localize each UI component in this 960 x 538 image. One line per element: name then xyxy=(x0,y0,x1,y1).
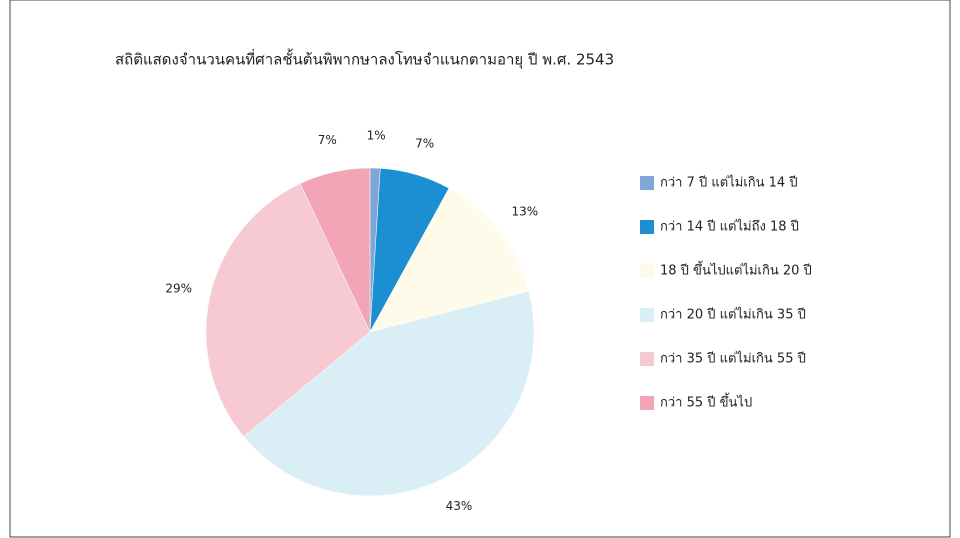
value-label: 13% xyxy=(512,204,539,218)
value-label: 43% xyxy=(446,499,473,513)
legend-label: กว่า 14 ปี แต่ไม่ถึง 18 ปี xyxy=(660,219,799,235)
pie-slice xyxy=(369,187,530,333)
value-label: 1% xyxy=(367,129,386,143)
legend-swatch xyxy=(640,176,654,190)
legend-swatch xyxy=(640,352,654,366)
value-label: 7% xyxy=(318,133,337,147)
legend-label: กว่า 7 ปี แต่ไม่เกิน 14 ปี xyxy=(660,175,798,191)
legend-label: กว่า 55 ปี ขึ้นไป xyxy=(660,393,752,411)
legend-swatch xyxy=(640,264,654,278)
legend-swatch xyxy=(640,220,654,234)
chart-title: สถิติแสดงจำนวนคนที่ศาลชั้นต้นพิพากษาลงโท… xyxy=(115,49,614,70)
value-label: 29% xyxy=(165,282,192,296)
value-label: 7% xyxy=(415,136,434,150)
legend-label: 18 ปี ขึ้นไปแต่ไม่เกิน 20 ปี xyxy=(660,261,812,279)
legend-swatch xyxy=(640,308,654,322)
legend-label: กว่า 20 ปี แต่ไม่เกิน 35 ปี xyxy=(660,307,806,323)
pie-slice xyxy=(243,290,535,497)
pie-slice xyxy=(299,167,371,333)
pie-slice xyxy=(205,183,371,437)
legend-label: กว่า 35 ปี แต่ไม่เกิน 55 ปี xyxy=(660,351,806,367)
legend-swatch xyxy=(640,396,654,410)
